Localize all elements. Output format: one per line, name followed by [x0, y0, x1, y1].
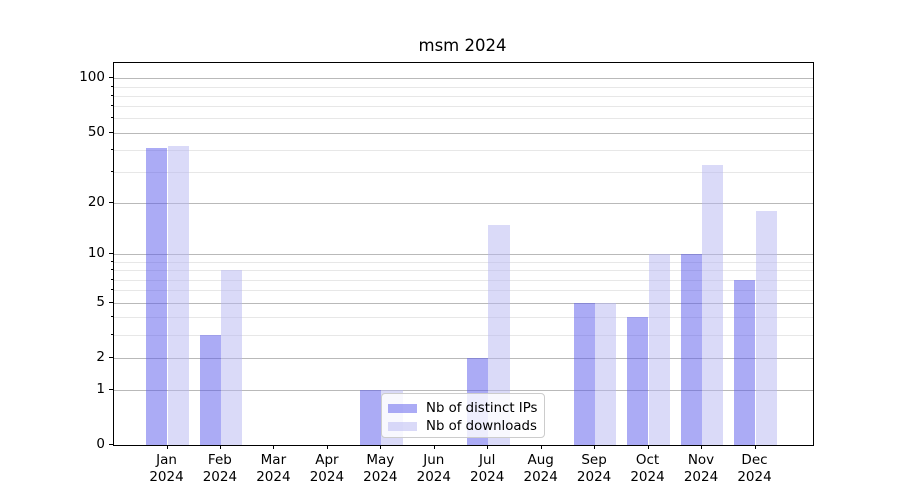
x-tick-mark	[647, 445, 649, 449]
x-tick-mark	[433, 445, 435, 449]
y-tick-label: 10	[87, 245, 105, 262]
x-tick-mark	[594, 445, 596, 449]
minor-gridline	[114, 270, 813, 272]
minor-gridline	[114, 86, 813, 88]
x-tick-label: Feb 2024	[202, 452, 238, 485]
y-minor-tick-mark	[111, 269, 113, 271]
bar-downloads	[595, 302, 617, 445]
minor-gridline	[114, 172, 813, 174]
x-tick-mark	[326, 445, 328, 449]
y-tick-label: 2	[96, 348, 105, 365]
major-gridline	[114, 302, 813, 304]
x-tick-label: Nov 2024	[683, 452, 719, 485]
x-tick-mark	[487, 445, 489, 449]
plot-area	[113, 62, 814, 446]
bar-distinct-ips	[199, 334, 221, 445]
y-tick-mark	[109, 356, 113, 358]
y-tick-label: 0	[96, 436, 105, 452]
bar-downloads	[220, 270, 243, 445]
legend-row-distinct-ips: Nb of distinct IPs	[388, 399, 538, 417]
y-minor-tick-mark	[111, 261, 113, 262]
y-minor-tick-mark	[111, 117, 113, 119]
bar-downloads	[702, 164, 724, 445]
bar-distinct-ips	[680, 254, 702, 445]
major-gridline	[114, 203, 813, 204]
y-tick-mark	[109, 253, 113, 255]
y-tick-mark	[109, 444, 113, 445]
y-minor-tick-mark	[111, 289, 113, 291]
minor-gridline	[114, 279, 813, 281]
bar-downloads	[488, 224, 510, 445]
bar-distinct-ips	[627, 317, 649, 445]
x-tick-label: Mar 2024	[256, 452, 291, 485]
major-gridline	[114, 357, 813, 359]
x-tick-label: Jan 2024	[149, 452, 184, 485]
y-minor-tick-mark	[111, 171, 113, 173]
x-tick-mark	[273, 445, 275, 449]
minor-gridline	[114, 106, 813, 108]
legend: Nb of distinct IPs Nb of downloads	[381, 393, 545, 438]
chart-title: msm 2024	[418, 36, 507, 55]
bar-distinct-ips	[573, 302, 596, 445]
legend-swatch-distinct-ips	[388, 403, 417, 413]
y-tick-label: 1	[96, 380, 105, 397]
minor-gridline	[114, 317, 813, 319]
y-minor-tick-mark	[111, 148, 113, 150]
y-tick-mark	[109, 388, 113, 390]
bar-downloads	[648, 254, 670, 445]
major-gridline	[114, 389, 813, 391]
major-gridline	[114, 78, 813, 80]
y-tick-mark	[109, 301, 113, 303]
y-tick-mark	[109, 77, 113, 79]
x-tick-label: Jul 2024	[470, 452, 505, 485]
y-tick-mark	[109, 131, 113, 133]
x-tick-label: Dec 2024	[737, 452, 772, 485]
y-minor-tick-mark	[111, 94, 113, 96]
y-tick-label: 20	[87, 194, 105, 210]
x-tick-mark	[166, 445, 168, 449]
y-tick-label: 50	[87, 123, 105, 140]
bar-downloads	[167, 146, 189, 445]
x-tick-mark	[701, 445, 702, 449]
major-gridline	[114, 132, 813, 134]
minor-gridline	[114, 262, 813, 263]
x-tick-label: Apr 2024	[309, 452, 345, 485]
minor-gridline	[114, 149, 813, 151]
legend-row-downloads: Nb of downloads	[388, 417, 537, 435]
bar-distinct-ips	[359, 389, 382, 445]
y-minor-tick-mark	[111, 316, 113, 318]
x-tick-label: May 2024	[363, 452, 398, 485]
y-minor-tick-mark	[111, 85, 113, 87]
legend-swatch-downloads	[388, 421, 417, 431]
minor-gridline	[114, 118, 813, 120]
y-minor-tick-mark	[111, 333, 113, 335]
x-tick-label: Oct 2024	[630, 452, 665, 485]
y-minor-tick-mark	[111, 105, 113, 107]
x-tick-mark	[754, 445, 756, 449]
bar-distinct-ips	[146, 147, 168, 445]
major-gridline	[114, 254, 813, 256]
y-minor-tick-mark	[111, 278, 113, 280]
minor-gridline	[114, 95, 813, 97]
bar-downloads	[755, 211, 777, 445]
minor-gridline	[114, 334, 813, 336]
y-tick-mark	[109, 202, 113, 203]
y-tick-label: 100	[79, 69, 105, 86]
minor-gridline	[114, 290, 813, 292]
legend-label-distinct-ips: Nb of distinct IPs	[426, 400, 538, 416]
x-tick-label: Jun 2024	[416, 452, 451, 485]
x-tick-label: Aug 2024	[523, 452, 558, 485]
bar-distinct-ips	[734, 279, 756, 445]
legend-label-downloads: Nb of downloads	[426, 418, 537, 434]
x-tick-mark	[540, 445, 542, 449]
x-tick-mark	[380, 445, 382, 449]
x-tick-mark	[219, 445, 221, 449]
y-tick-label: 5	[96, 293, 105, 310]
x-tick-label: Sep 2024	[576, 452, 612, 485]
